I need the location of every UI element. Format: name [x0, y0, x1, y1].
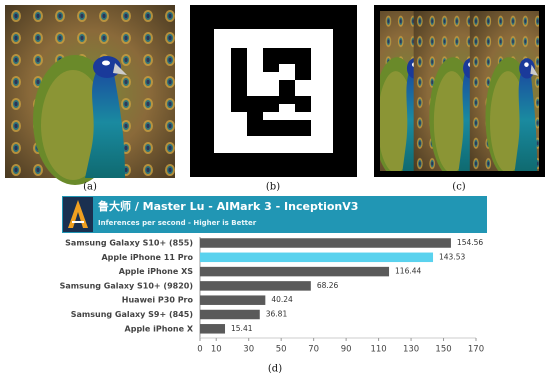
- x-tick-label: 150: [435, 345, 451, 355]
- y-tick-label: Apple iPhone 11 Pro: [101, 253, 193, 262]
- marker-image: [190, 5, 357, 177]
- bar: [200, 309, 260, 320]
- x-tick-label: 30: [243, 345, 254, 355]
- x-tick-label: 50: [276, 345, 287, 355]
- x-tick-label: 70: [308, 345, 319, 355]
- bar: [200, 238, 451, 248]
- x-tick-label: 110: [370, 345, 386, 355]
- value-label: 154.56: [457, 238, 483, 247]
- bar: [200, 266, 390, 277]
- value-label: 15.41: [231, 324, 253, 333]
- value-label: 36.81: [266, 310, 288, 319]
- x-tick-label: 170: [468, 345, 484, 355]
- x-tick-label: 130: [403, 345, 419, 355]
- bar: [200, 252, 434, 263]
- y-tick-label: Apple iPhone X: [125, 324, 194, 333]
- bar: [200, 324, 226, 334]
- caption: (b): [266, 182, 280, 193]
- y-tick-label: Huawei P30 Pro: [122, 296, 194, 305]
- y-tick-label: Samsung Galaxy S9+ (845): [71, 310, 193, 319]
- x-tick-label: 90: [341, 345, 352, 355]
- caption: (a): [83, 182, 97, 193]
- chart-subtitle: Inferences per second - Higher is Better: [98, 219, 257, 227]
- value-label: 40.24: [271, 295, 293, 304]
- x-tick-label: 10: [211, 345, 222, 355]
- chart-banner: [62, 196, 487, 233]
- value-label: 68.26: [317, 281, 339, 290]
- chart-title: 鲁大师 / Master Lu - AIMark 3 - InceptionV3: [98, 199, 358, 213]
- bar: [200, 295, 266, 305]
- caption: (c): [452, 182, 466, 193]
- bar: [200, 281, 311, 291]
- x-tick-label: 0: [197, 345, 202, 355]
- y-tick-label: Samsung Galaxy S10+ (9820): [60, 281, 193, 290]
- value-label: 143.53: [439, 252, 465, 261]
- caption: (d): [268, 364, 282, 375]
- y-tick-label: Apple iPhone XS: [119, 267, 193, 276]
- value-label: 116.44: [395, 267, 421, 276]
- peacock-image: [5, 5, 175, 185]
- augmented-image: [374, 5, 545, 177]
- y-tick-label: Samsung Galaxy S10+ (855): [65, 239, 193, 248]
